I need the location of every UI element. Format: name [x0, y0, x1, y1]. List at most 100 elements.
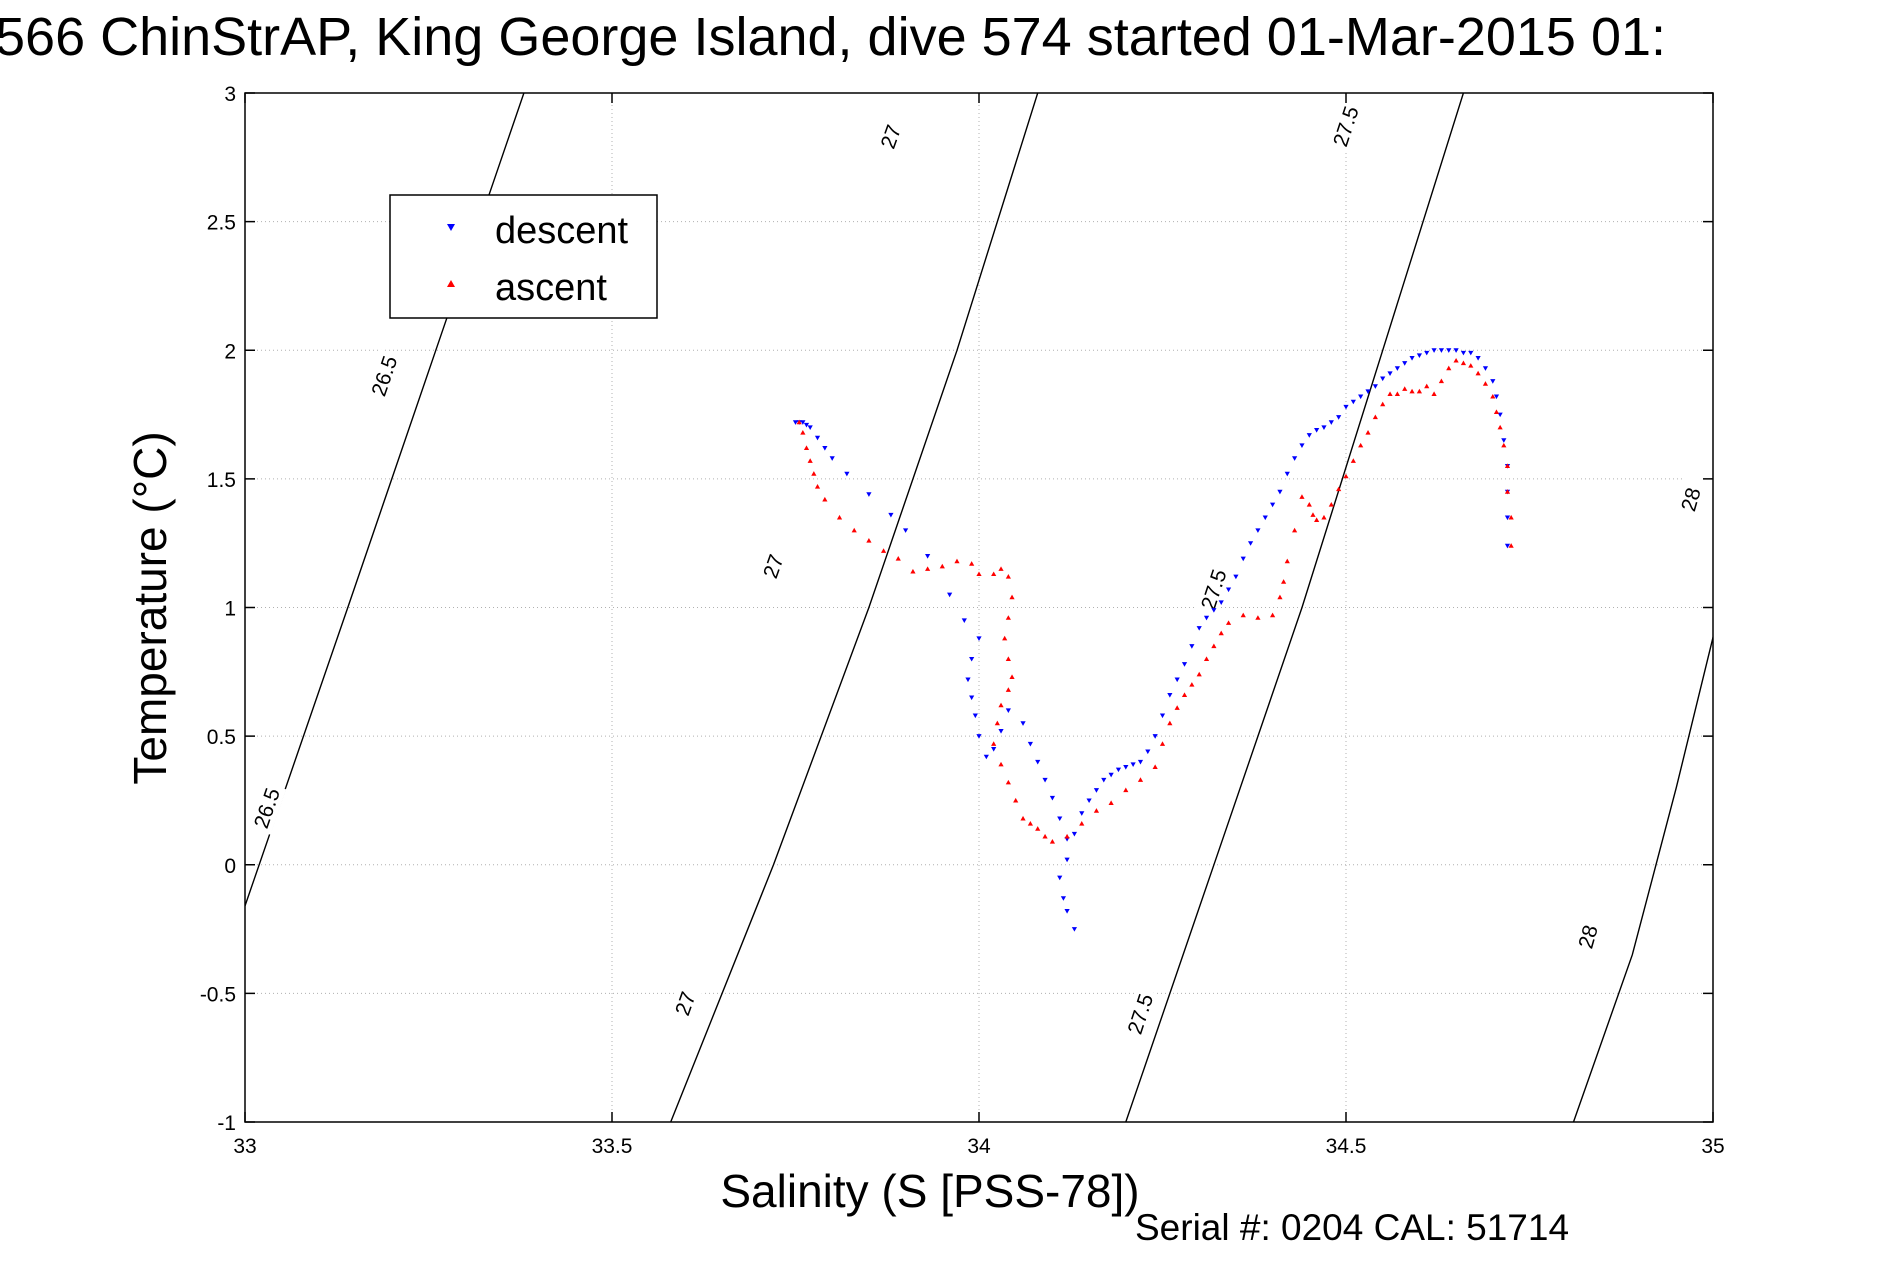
descent-point: [1394, 366, 1400, 371]
density-contour-line: [1125, 93, 1465, 1122]
descent-point: [1174, 677, 1180, 683]
descent-point: [1306, 433, 1312, 438]
ascent-point: [976, 571, 982, 577]
descent-point: [969, 656, 975, 662]
ascent-point: [1365, 429, 1371, 435]
ascent-point: [1380, 401, 1386, 407]
descent-point: [1049, 795, 1055, 801]
descent-point: [965, 677, 971, 683]
descent-point: [1130, 762, 1136, 768]
contour-label-bg: [1570, 910, 1607, 964]
descent-point: [998, 728, 1004, 734]
descent-point: [1042, 777, 1048, 783]
ascent-point: [1005, 615, 1011, 620]
descent-point: [1453, 348, 1459, 353]
ascent-point: [1501, 442, 1507, 448]
descent-point: [1292, 456, 1298, 461]
ascent-point: [1167, 720, 1173, 726]
descent-point: [1152, 734, 1158, 739]
ascent-point: [1005, 574, 1011, 579]
descent-point: [947, 592, 953, 598]
legend-box: [389, 194, 658, 319]
descent-point: [1270, 502, 1276, 508]
y-axis-label: Temperature (°C): [124, 431, 176, 784]
ascent-point: [1314, 517, 1320, 523]
ascent-point: [1394, 391, 1400, 396]
ascent-point: [939, 563, 945, 569]
ascent-point: [1299, 494, 1305, 499]
ascent-point: [1255, 615, 1261, 620]
descent-point: [1064, 857, 1070, 863]
descent-point: [1475, 355, 1481, 361]
descent-point: [1123, 764, 1129, 770]
descent-point: [1416, 353, 1422, 358]
descent-point: [1262, 515, 1268, 521]
descent-point: [1101, 777, 1107, 783]
descent-point: [969, 695, 975, 701]
descent-point: [1086, 798, 1092, 804]
y-tick-label: 0: [224, 855, 236, 878]
ascent-point: [1035, 826, 1041, 831]
descent-point: [1358, 394, 1364, 400]
ascent-point: [1123, 787, 1129, 793]
descent-point: [1409, 355, 1415, 361]
density-contour-line: [670, 93, 1039, 1122]
descent-point: [803, 422, 810, 428]
descent-point: [1137, 759, 1144, 765]
y-tick-label: 1: [224, 598, 236, 621]
descent-point: [1314, 427, 1320, 433]
contour-label: 27.5: [1124, 991, 1159, 1037]
ascent-point: [969, 561, 975, 566]
ascent-point: [1270, 612, 1276, 618]
descent-point: [1490, 379, 1496, 384]
ascent-point: [925, 566, 931, 571]
descent-point: [800, 420, 806, 425]
ascent-point: [1497, 424, 1503, 430]
descent-point: [1027, 741, 1033, 747]
descent-point: [1387, 371, 1393, 377]
descent-point: [1468, 350, 1474, 356]
descent-point: [1233, 574, 1239, 580]
descent-point: [1501, 438, 1507, 443]
descent-point: [991, 746, 997, 752]
ascent-point: [1005, 656, 1011, 661]
descent-point: [1482, 366, 1489, 371]
descent-point: [1328, 420, 1334, 425]
descent-point: [1071, 927, 1078, 932]
descent-point: [1380, 376, 1386, 382]
descent-point: [807, 425, 813, 431]
contour-label: 26.5: [367, 353, 402, 399]
descent-point: [1431, 348, 1437, 353]
ascent-point: [1482, 381, 1489, 386]
descent-point: [1255, 528, 1261, 533]
ascent-point: [1372, 414, 1378, 420]
descent-point: [1020, 721, 1026, 726]
descent-point: [1372, 384, 1378, 389]
legend-label-ascent: ascent: [495, 267, 607, 309]
ascent-point: [1424, 383, 1430, 389]
ascent-point: [1042, 833, 1048, 839]
x-tick-label: 34: [967, 1135, 991, 1158]
ascent-point: [1409, 388, 1415, 394]
descent-point: [1159, 713, 1166, 719]
descent-point: [925, 554, 931, 559]
y-tick-label: -1: [217, 1112, 236, 1135]
descent-point: [1240, 556, 1246, 562]
descent-point: [1060, 896, 1067, 901]
serial-cal-footer: Serial #: 0204 CAL: 51714: [1135, 1207, 1569, 1248]
descent-point: [1446, 348, 1452, 353]
ascent-point: [1431, 391, 1437, 396]
contour-label: 26.5: [250, 785, 285, 831]
ascent-point: [1490, 393, 1496, 399]
chart-title: 566 ChinStrAP, King George Island, dive …: [0, 7, 1666, 67]
ascent-point: [1493, 409, 1500, 414]
descent-point: [976, 734, 982, 739]
descent-point: [1167, 692, 1173, 698]
ascent-point: [1508, 543, 1514, 548]
contour-label-bg: [1121, 987, 1160, 1041]
descent-point: [829, 456, 835, 461]
contour-label-bg: [871, 110, 911, 164]
ascent-point: [803, 445, 810, 451]
descent-point: [961, 618, 967, 623]
